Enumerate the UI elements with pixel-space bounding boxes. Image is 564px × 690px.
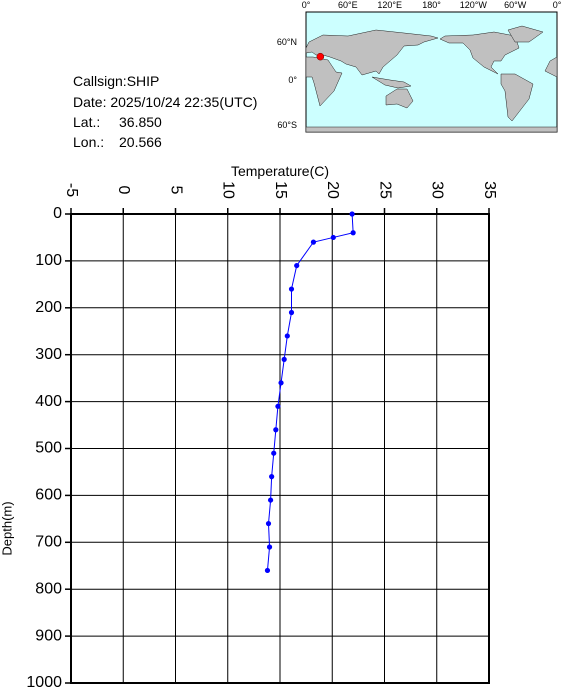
y-axis-title: Depth(m) xyxy=(0,501,14,555)
eurasia xyxy=(305,29,439,76)
y-tick-label: 0 xyxy=(53,205,62,222)
data-point xyxy=(278,380,284,386)
data-point xyxy=(288,309,295,316)
australia xyxy=(385,88,414,109)
x-tick-label: 30 xyxy=(429,181,446,199)
info-text: Callsign:SHIP xyxy=(73,73,159,89)
info-label: Lat.: xyxy=(73,114,100,130)
data-point xyxy=(271,450,277,456)
indonesia xyxy=(371,76,412,89)
map-lat-label: 60°S xyxy=(277,120,297,130)
data-point xyxy=(350,230,356,236)
map-lat-label: 60°N xyxy=(277,37,297,47)
y-tick-label: 400 xyxy=(35,393,62,410)
greenland xyxy=(507,25,544,43)
data-point xyxy=(265,520,272,527)
y-tick-label: 100 xyxy=(35,252,62,269)
data-point xyxy=(330,234,336,241)
data-point xyxy=(269,474,275,480)
antarctica xyxy=(305,126,558,133)
x-tick-label: 25 xyxy=(376,181,393,199)
map-inset xyxy=(305,11,558,133)
map-lat-label: 0° xyxy=(288,75,297,85)
y-tick-label: 1000 xyxy=(26,674,62,690)
data-point xyxy=(281,356,287,362)
plot-frame xyxy=(70,213,490,684)
data-point xyxy=(310,239,317,245)
y-tick-label: 800 xyxy=(35,580,62,597)
data-point xyxy=(284,333,290,339)
y-tick-label: 500 xyxy=(35,440,62,457)
y-tick-label: 600 xyxy=(35,487,62,504)
south-america xyxy=(500,73,534,122)
y-tick-label: 300 xyxy=(35,346,62,363)
info-text: Date: 2025/10/24 22:35(UTC) xyxy=(73,94,257,110)
x-tick-label: 5 xyxy=(167,186,184,195)
y-tick-label: 900 xyxy=(35,627,62,644)
data-point xyxy=(349,211,355,217)
map-lon-label: 60°E xyxy=(338,0,358,10)
data-point xyxy=(288,286,295,292)
x-tick-label: 0 xyxy=(115,186,132,195)
map-lon-label: 120°W xyxy=(460,0,488,10)
info-value: 20.566 xyxy=(119,134,162,150)
map-lon-label: 180° xyxy=(422,0,441,10)
x-tick-label: 35 xyxy=(481,181,498,199)
x-tick-label: 20 xyxy=(324,181,341,199)
north-america xyxy=(439,31,520,75)
x-tick-label: 10 xyxy=(220,181,237,199)
data-point xyxy=(273,427,279,433)
map-lon-label: 0° xyxy=(553,0,562,10)
profile-line xyxy=(266,213,354,571)
data-point xyxy=(266,544,273,550)
data-point xyxy=(267,497,274,503)
info-label: Lon.: xyxy=(73,134,104,150)
y-tick-label: 200 xyxy=(35,299,62,316)
station-marker xyxy=(316,52,325,61)
data-point xyxy=(275,403,281,409)
data-point xyxy=(264,567,271,574)
info-value: 36.850 xyxy=(119,114,162,130)
africa-west xyxy=(544,56,558,78)
y-tick-label: 700 xyxy=(35,534,62,551)
map-lon-label: 120°E xyxy=(377,0,402,10)
x-tick-label: -5 xyxy=(63,183,80,197)
data-point xyxy=(294,262,300,269)
x-axis-title: Temperature(C) xyxy=(231,163,329,179)
x-tick-label: 15 xyxy=(272,181,289,199)
map-lon-label: 60°W xyxy=(504,0,527,10)
map-lon-label: 0° xyxy=(302,0,311,10)
